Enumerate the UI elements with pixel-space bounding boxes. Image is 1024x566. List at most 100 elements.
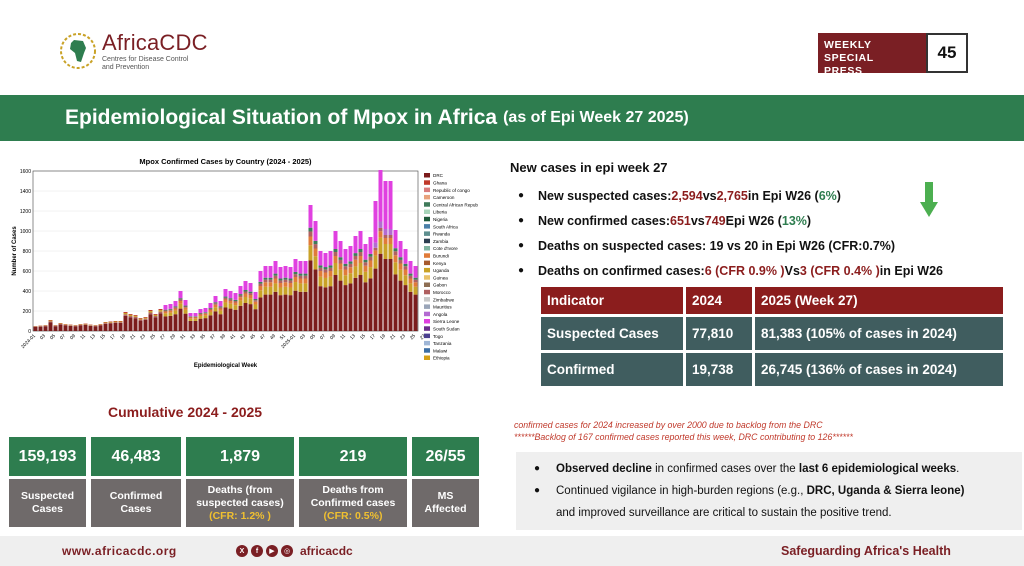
y-tick-label: 1400	[20, 189, 31, 195]
legend-swatch	[424, 187, 430, 193]
chart-bar-segment	[318, 286, 323, 331]
legend-label: Republic of congo	[433, 188, 470, 193]
x-tick-label: 05	[309, 333, 317, 341]
chart-bar-segment	[168, 309, 173, 311]
chart-bar-segment	[168, 304, 173, 309]
chart-bar-segment	[133, 316, 138, 319]
chart-bar-segment	[413, 266, 418, 278]
chart-bar-segment	[138, 318, 143, 320]
chart-bar-segment	[288, 278, 293, 281]
item-pct: 13%	[781, 213, 807, 228]
chart-bar-segment	[48, 320, 53, 322]
bullet-icon: ●	[518, 265, 525, 276]
bullet-icon: ●	[518, 215, 525, 226]
legend-label: Liberia	[433, 210, 447, 215]
x-tick-label: 21	[389, 333, 397, 341]
obs-bold: DRC, Uganda & Sierra leone)	[806, 485, 965, 497]
chart-bar-segment	[243, 291, 248, 294]
chart-bar-segment	[198, 313, 203, 315]
chart-bar-segment	[213, 302, 218, 304]
chart-bar-segment	[288, 287, 293, 296]
chart-bar-segment	[333, 252, 338, 256]
chart-bar-segment	[233, 299, 238, 301]
item-label: Deaths on suspected cases: 19 vs 20 in E…	[538, 238, 896, 253]
stat-label-line: Suspected	[20, 490, 75, 502]
chart-bar-segment	[408, 278, 413, 284]
chart-bar-segment	[178, 291, 183, 299]
chart-bar-segment	[293, 259, 298, 272]
chart-bar-segment	[293, 271, 298, 275]
chart-bar-segment	[263, 266, 268, 278]
legend-label: Morocco	[433, 290, 451, 295]
chart-bar-segment	[218, 310, 223, 315]
table-cell: 19,738	[686, 353, 752, 386]
chart-bar-segment	[303, 283, 308, 292]
chart-bar-segment	[373, 247, 378, 251]
chart-bar-segment	[208, 310, 213, 312]
chart-bar-segment	[213, 296, 218, 303]
new-cases-item: ● New confirmed cases: 651 vs 749 Epi W2…	[510, 208, 1020, 233]
instagram-icon[interactable]: ◎	[281, 545, 293, 557]
chart-bar-segment	[278, 278, 283, 281]
chart-bar-segment	[333, 249, 338, 252]
chart-bar-segment	[373, 268, 378, 331]
new-cases-item: ● Deaths on confirmed cases: 6 (CFR 0.9%…	[510, 258, 1020, 283]
chart-bar-segment	[193, 313, 198, 317]
youtube-icon[interactable]: ▶	[266, 545, 278, 557]
legend-swatch	[424, 319, 430, 324]
chart-bar-segment	[413, 294, 418, 331]
chart-bar-segment	[33, 327, 38, 331]
chart-bar-segment	[153, 316, 158, 318]
mpox-stacked-bar-chart: Mpox Confirmed Cases by Country (2024 - …	[12, 157, 483, 369]
x-axis-label: Epidemiological Week	[194, 363, 258, 369]
chart-bar-segment	[328, 267, 333, 271]
chart-bar-segment	[358, 263, 363, 275]
facebook-icon[interactable]: f	[251, 545, 263, 557]
x-icon[interactable]: X	[236, 545, 248, 557]
chart-bar-segment	[178, 299, 183, 301]
y-tick-label: 1600	[20, 169, 31, 175]
chart-bar-segment	[313, 256, 318, 270]
chart-bar-segment	[393, 255, 398, 263]
chart-bar-segment	[273, 275, 278, 279]
stat-label-line: Cases	[32, 503, 63, 515]
chart-bar-segment	[168, 310, 173, 313]
chart-bar-segment	[348, 261, 353, 264]
chart-bar-segment	[243, 297, 248, 303]
chart-bar-segment	[203, 313, 208, 316]
tagline: Safeguarding Africa's Health	[781, 544, 951, 558]
observation-item: ● Observed decline in confirmed cases ov…	[524, 458, 1014, 480]
observations-box: ● Observed decline in confirmed cases ov…	[516, 452, 1022, 530]
new-cases-item: ● Deaths on suspected cases: 19 vs 20 in…	[510, 233, 1020, 258]
chart-bar-segment	[168, 315, 173, 331]
x-tick-label: 25	[149, 333, 157, 341]
legend-label: Uganda	[433, 268, 450, 273]
stat-label-line: MS	[437, 490, 454, 502]
chart-bar-segment	[318, 271, 323, 277]
chart-bar-segment	[333, 275, 338, 331]
chart-bar-segment	[123, 312, 128, 313]
chart-bar-segment	[303, 278, 308, 284]
chart-bar-segment	[128, 316, 133, 318]
chart-bar-segment	[243, 281, 248, 290]
website-link[interactable]: www.africacdc.org	[62, 544, 177, 558]
chart-bar-segment	[383, 259, 388, 331]
legend-label: Cameroon	[433, 195, 455, 200]
x-tick-label: 43	[239, 333, 247, 341]
chart-bar-segment	[378, 227, 383, 232]
legend-label: Tanzania	[433, 341, 452, 346]
title-bar: Epidemiological Situation of Mpox in Afr…	[0, 95, 1024, 141]
chart-bar-segment	[378, 170, 383, 222]
press-briefing-badge: WEEKLY SPECIAL PRESS BRIEFING 45	[818, 33, 968, 90]
chart-bar-segment	[218, 307, 223, 309]
chart-bar-segment	[338, 280, 343, 331]
chart-bar-segment	[138, 319, 143, 321]
chart-bar-segment	[113, 322, 118, 323]
chart-bar-segment	[353, 277, 358, 331]
chart-bar-segment	[278, 280, 283, 283]
item-tail: Epi W26 (	[725, 213, 782, 228]
chart-bar-segment	[288, 283, 293, 288]
chart-bar-segment	[173, 314, 178, 331]
item-vs: vs	[702, 188, 717, 203]
chart-bar-segment	[98, 325, 103, 331]
